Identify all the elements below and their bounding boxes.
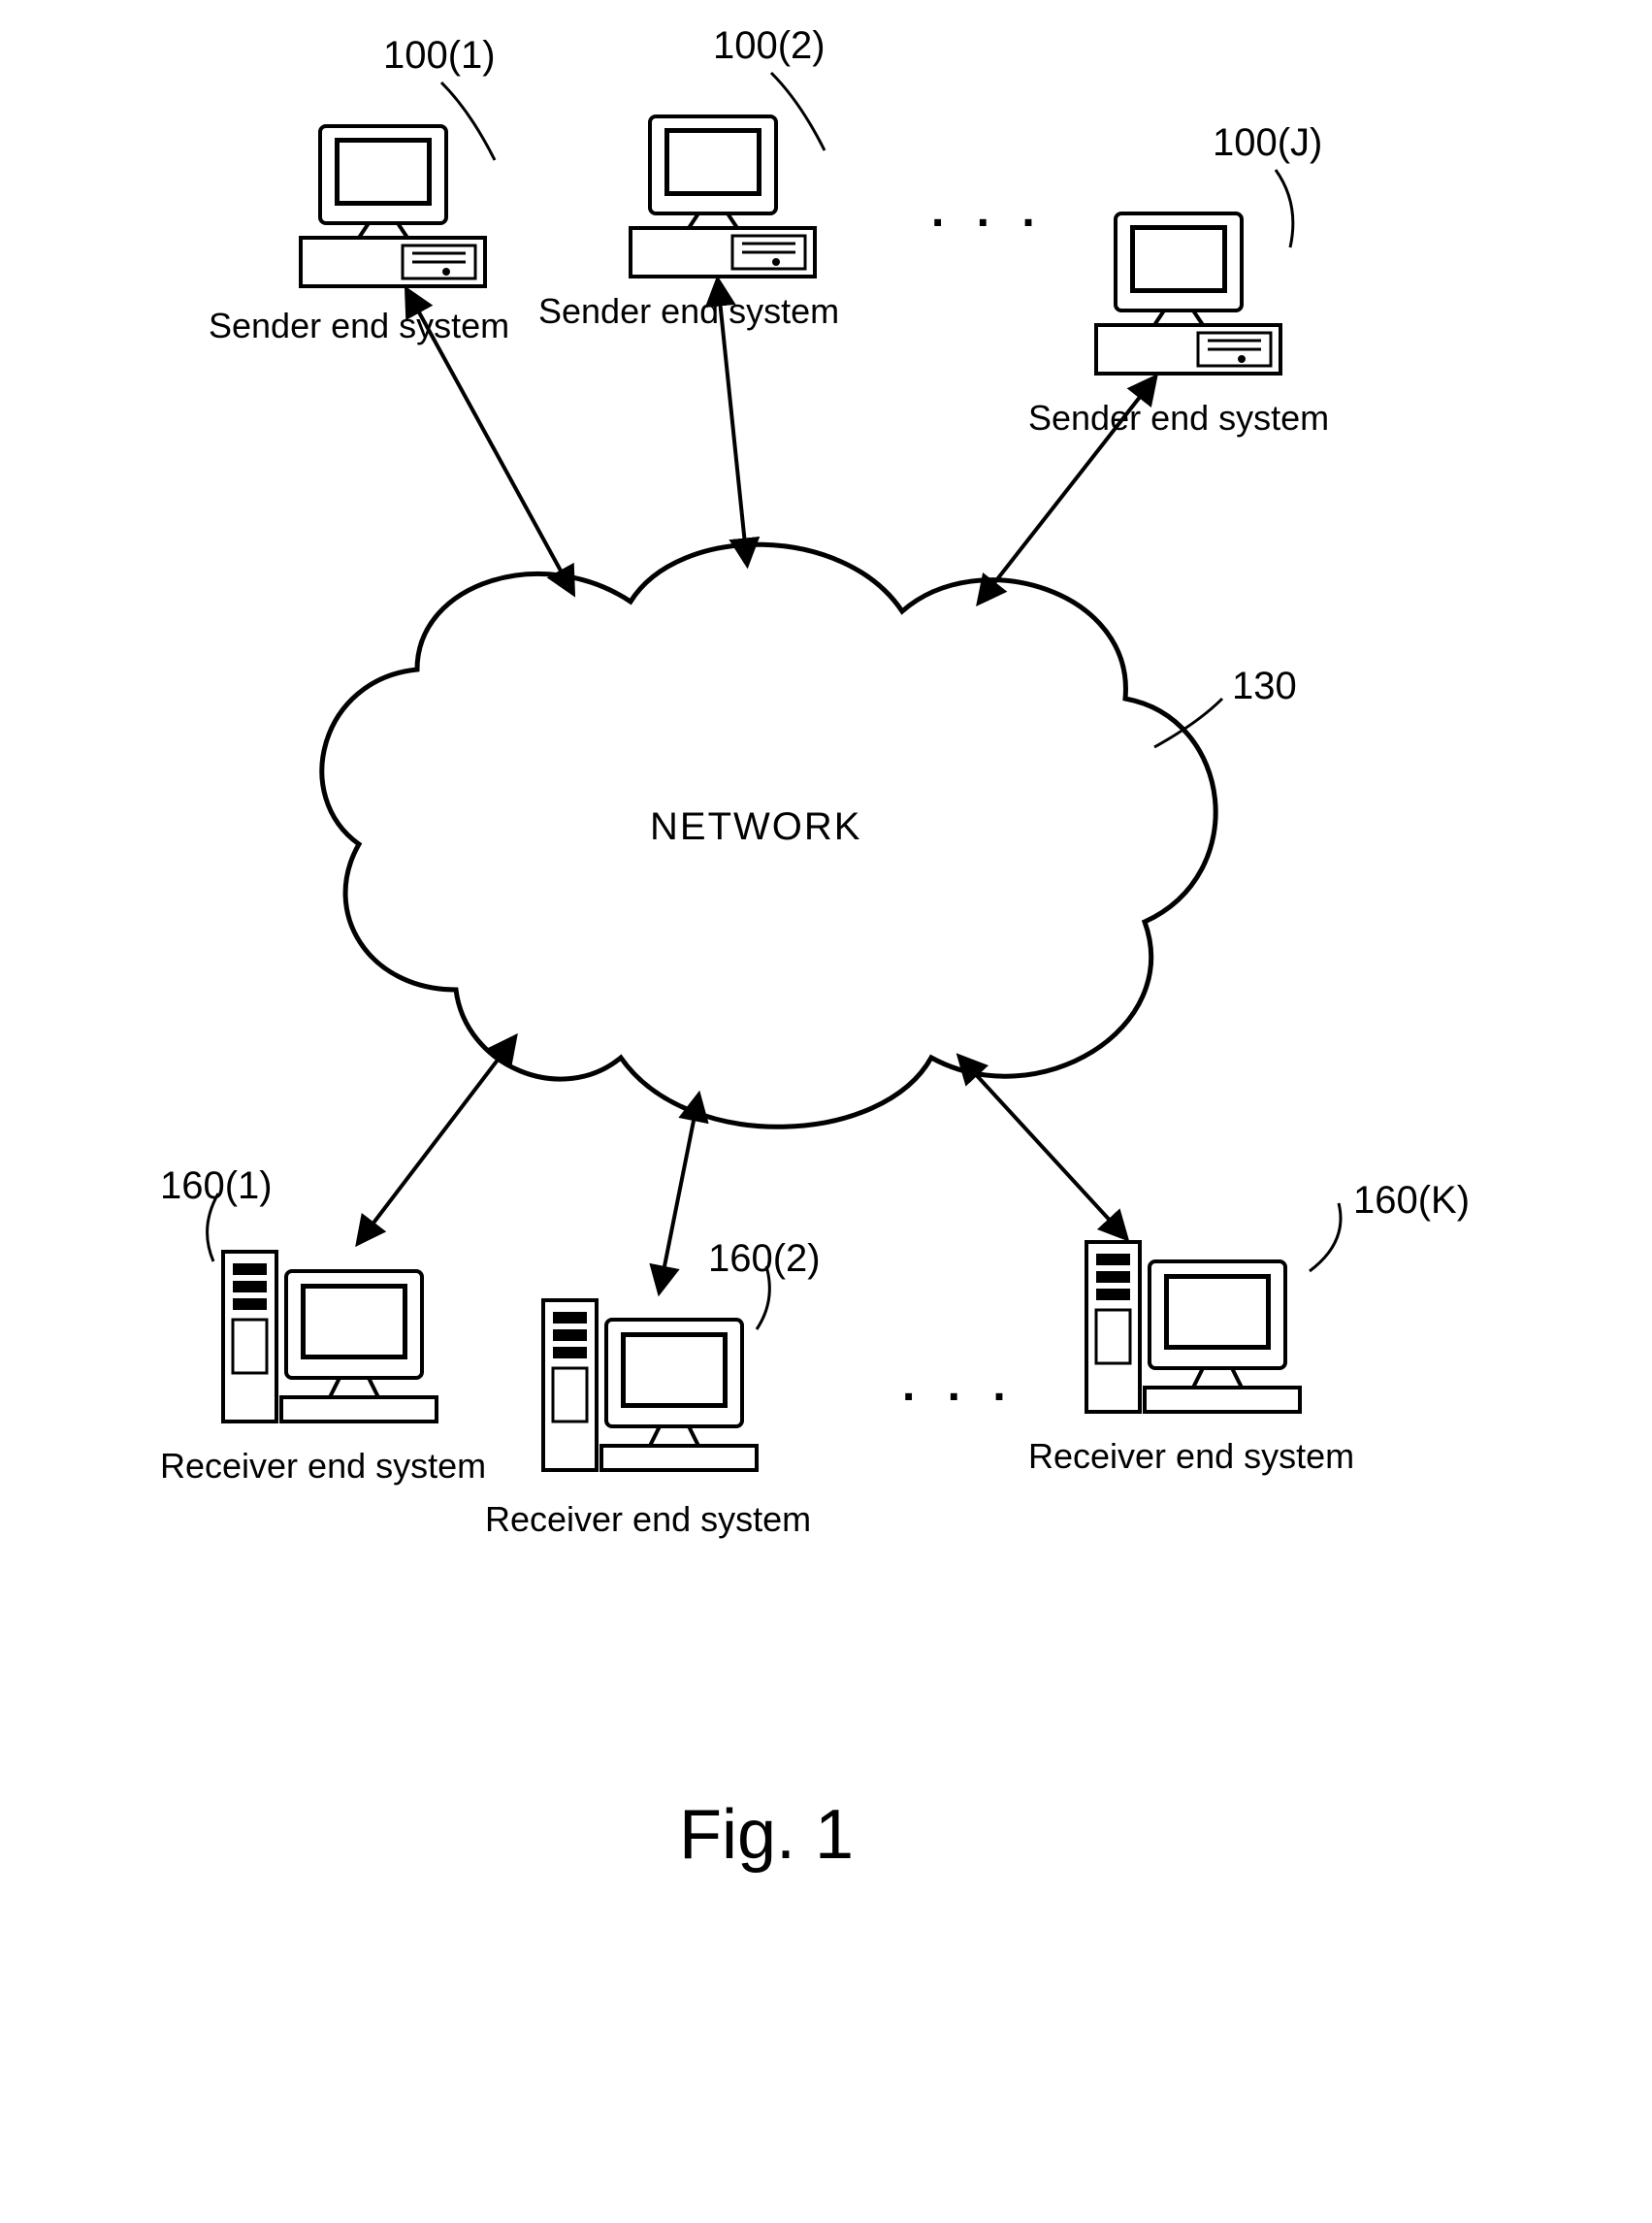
arrow-network-receiver1 [359, 1038, 514, 1242]
receiver-1-caption: Receiver end system [160, 1446, 486, 1487]
sender-1-ref: 100(1) [383, 34, 496, 78]
leader-sender1 [441, 82, 495, 160]
receiver-k-icon [1086, 1242, 1300, 1412]
receiver-1-ref: 160(1) [160, 1164, 273, 1208]
sender-1-caption: Sender end system [209, 306, 509, 346]
receiver-1-icon [223, 1252, 437, 1422]
leader-senderj [1276, 170, 1293, 247]
arrow-network-receiverk [960, 1058, 1125, 1237]
figure-caption: Fig. 1 [679, 1795, 854, 1875]
ellipsis-receivers: . . . [902, 1358, 1016, 1412]
receiver-2-caption: Receiver end system [485, 1499, 811, 1540]
sender-j-ref: 100(J) [1213, 121, 1322, 165]
leader-receiverk [1310, 1203, 1341, 1271]
sender-j-icon [1096, 213, 1280, 374]
diagram-root: 100(1) 100(2) 100(J) Sender end system S… [0, 0, 1652, 2223]
receiver-2-icon [543, 1300, 757, 1470]
network-ref: 130 [1232, 665, 1297, 708]
sender-2-caption: Sender end system [538, 291, 839, 332]
receiver-2-ref: 160(2) [708, 1237, 821, 1281]
leader-sender2 [771, 73, 825, 150]
sender-2-icon [631, 116, 815, 277]
sender-2-ref: 100(2) [713, 24, 826, 68]
ellipsis-senders: . . . [931, 184, 1045, 238]
network-label: NETWORK [650, 805, 861, 849]
sender-1-icon [301, 126, 485, 286]
sender-j-caption: Sender end system [1028, 398, 1329, 439]
receiver-k-caption: Receiver end system [1028, 1436, 1354, 1477]
receiver-k-ref: 160(K) [1353, 1179, 1470, 1223]
arrow-network-receiver2 [660, 1096, 698, 1291]
